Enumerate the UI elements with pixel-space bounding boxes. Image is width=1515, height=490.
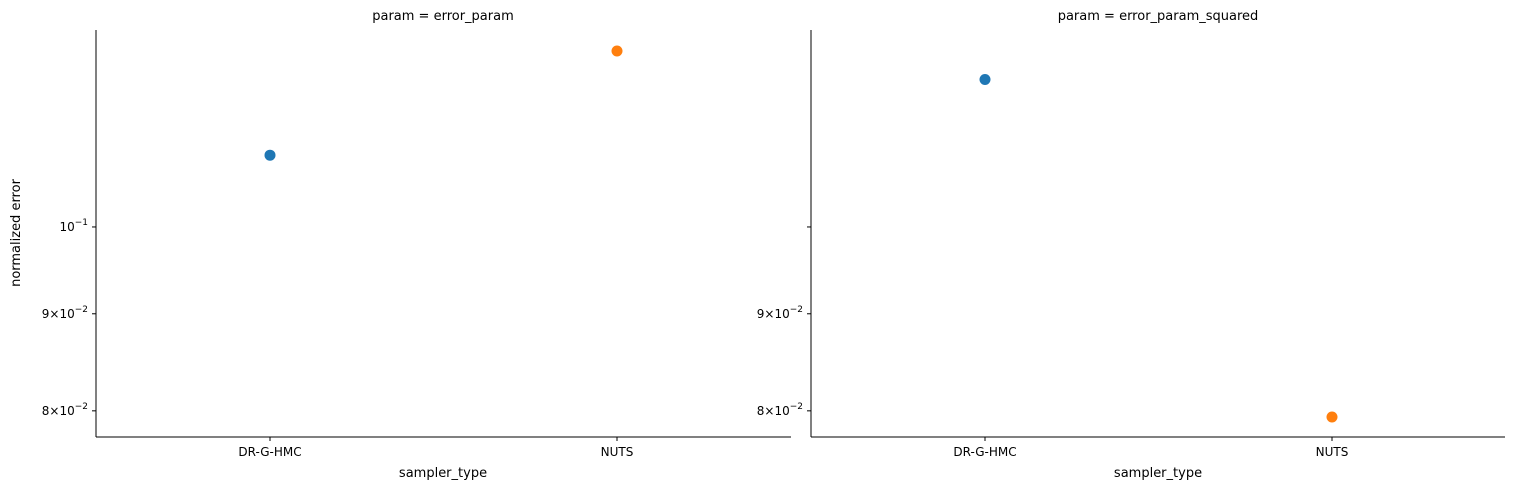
x-tick-label: DR-G-HMC [238, 445, 301, 459]
x-tick-label: NUTS [1316, 445, 1349, 459]
data-point-dr-g-hmc [264, 149, 276, 161]
x-axis-label: sampler_type [399, 466, 487, 481]
panel-title: param = error_param [372, 9, 514, 24]
x-tick-label: NUTS [601, 445, 634, 459]
panel-error-param-squared: param = error_param_squared sampler_type… [757, 9, 1505, 481]
y-tick-label: 10−1 [59, 218, 88, 234]
panel-error-param: param = error_param sampler_type normali… [9, 9, 791, 481]
y-tick-label: 9×10−2 [42, 305, 88, 321]
panel-title: param = error_param_squared [1058, 9, 1259, 24]
data-point-nuts [1326, 411, 1338, 423]
x-tick-label: DR-G-HMC [953, 445, 1016, 459]
y-tick-label: 8×10−2 [42, 402, 88, 418]
y-tick-label: 8×10−2 [757, 402, 803, 418]
data-point-nuts [611, 45, 623, 57]
y-tick-label: 9×10−2 [757, 305, 803, 321]
y-axis-label: normalized error [9, 178, 24, 286]
data-point-dr-g-hmc [979, 73, 991, 85]
x-axis-label: sampler_type [1114, 466, 1202, 481]
